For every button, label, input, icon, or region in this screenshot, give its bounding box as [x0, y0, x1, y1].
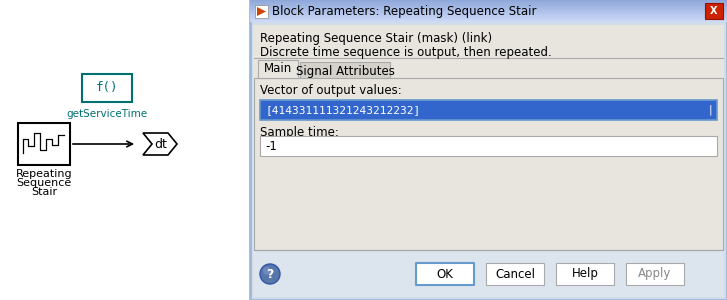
Bar [255, 5, 268, 18]
Text: ?: ? [266, 268, 273, 281]
Bar [250, 14, 727, 15]
Text: Apply: Apply [638, 268, 672, 281]
Text: Stair: Stair [31, 187, 57, 197]
Bar [250, 2, 727, 3]
Bar [250, 1, 727, 2]
Bar [250, 20, 727, 21]
Text: Block Parameters: Repeating Sequence Stair: Block Parameters: Repeating Sequence Sta… [272, 4, 537, 17]
Text: OK: OK [436, 268, 454, 281]
Text: Sample time:: Sample time: [260, 126, 339, 139]
Bar [705, 3, 723, 19]
Bar [250, 15, 727, 16]
Text: Repeating: Repeating [16, 169, 72, 179]
Bar [250, 8, 727, 9]
Text: Discrete time sequence is output, then repeated.: Discrete time sequence is output, then r… [260, 46, 552, 59]
Text: X: X [710, 6, 718, 16]
Bar [253, 25, 724, 297]
Text: [414331111321243212232]: [414331111321243212232] [265, 105, 420, 115]
Bar [556, 263, 614, 285]
Bar [416, 263, 474, 285]
Bar [260, 100, 717, 120]
Bar [250, 13, 727, 14]
Bar [300, 62, 390, 80]
Bar [250, 10, 727, 11]
Text: getServiceTime: getServiceTime [66, 109, 148, 119]
Text: Vector of output values:: Vector of output values: [260, 84, 402, 97]
Text: f(): f() [96, 82, 119, 94]
Bar [18, 123, 70, 165]
Bar [258, 60, 298, 78]
Circle shape [260, 264, 280, 284]
Bar [250, 0, 727, 1]
Bar [250, 18, 727, 19]
Text: -1: -1 [265, 140, 277, 152]
Bar [626, 263, 684, 285]
Bar [250, 11, 727, 12]
Text: Repeating Sequence Stair (mask) (link): Repeating Sequence Stair (mask) (link) [260, 32, 492, 45]
Bar [250, 19, 727, 20]
Bar [250, 9, 727, 10]
Text: dt: dt [155, 137, 167, 151]
Polygon shape [257, 7, 266, 16]
Bar [250, 16, 727, 18]
Bar [250, 3, 727, 4]
Bar [250, 4, 727, 5]
Bar [254, 78, 723, 250]
Polygon shape [143, 133, 177, 155]
Text: Main: Main [264, 62, 292, 76]
Bar [0, 0, 250, 300]
Bar [250, 0, 727, 300]
Text: Cancel: Cancel [495, 268, 535, 281]
Text: |: | [709, 105, 712, 115]
Bar [486, 263, 544, 285]
Text: Sequence: Sequence [17, 178, 72, 188]
Bar [260, 136, 717, 156]
Text: Help: Help [571, 268, 598, 281]
Bar [253, 250, 724, 297]
Bar [250, 21, 727, 22]
Bar [250, 7, 727, 8]
Bar [82, 74, 132, 102]
Bar [250, 5, 727, 7]
Circle shape [263, 267, 271, 275]
Text: Signal Attributes: Signal Attributes [296, 64, 395, 77]
Bar [250, 12, 727, 13]
